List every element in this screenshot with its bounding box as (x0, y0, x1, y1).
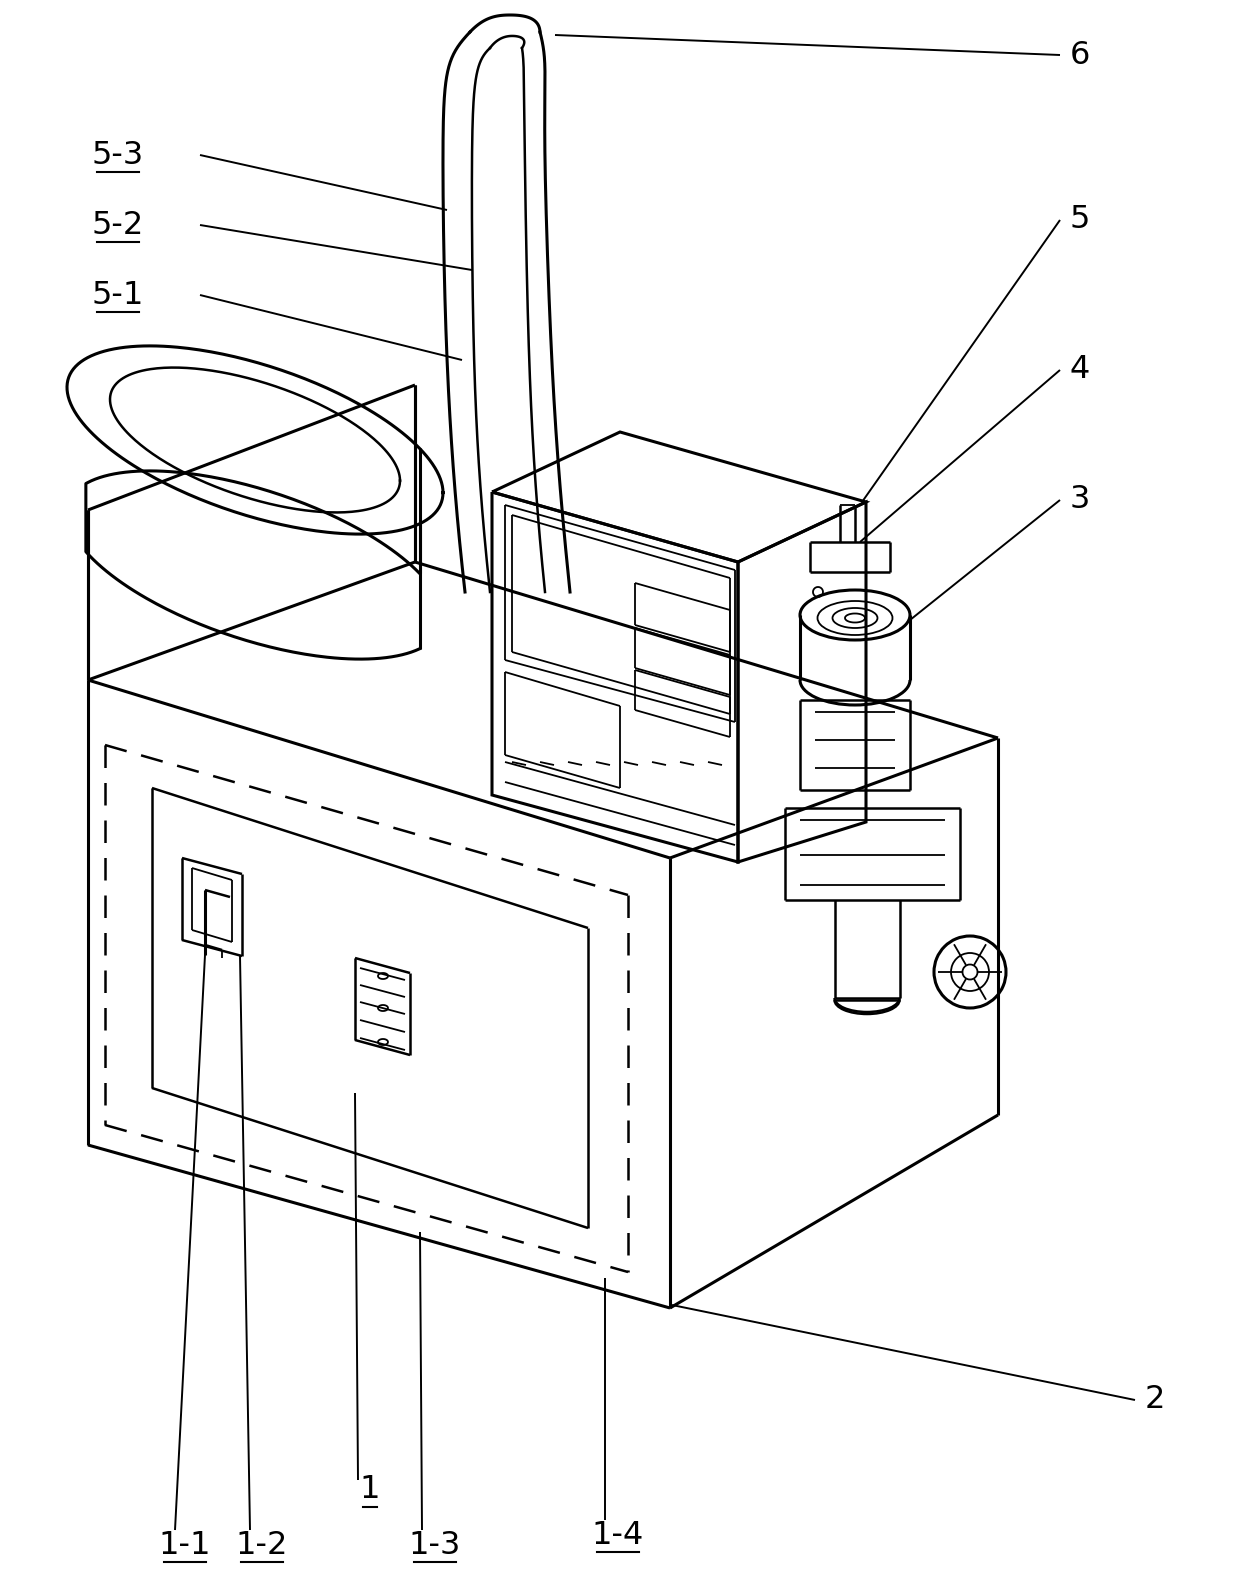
Text: 2: 2 (1145, 1384, 1166, 1415)
Text: 3: 3 (1070, 485, 1090, 515)
Text: 1-2: 1-2 (236, 1530, 288, 1560)
Text: 5-3: 5-3 (92, 139, 144, 171)
Text: 1-4: 1-4 (591, 1520, 644, 1550)
Text: 5-1: 5-1 (92, 279, 144, 311)
Text: 4: 4 (1070, 354, 1090, 386)
Text: 1-3: 1-3 (409, 1530, 461, 1560)
Text: 1: 1 (360, 1474, 381, 1506)
Text: 1-1: 1-1 (159, 1530, 211, 1560)
Text: 5-2: 5-2 (92, 209, 144, 241)
Text: 6: 6 (1070, 40, 1090, 70)
Text: 5: 5 (1070, 204, 1090, 236)
